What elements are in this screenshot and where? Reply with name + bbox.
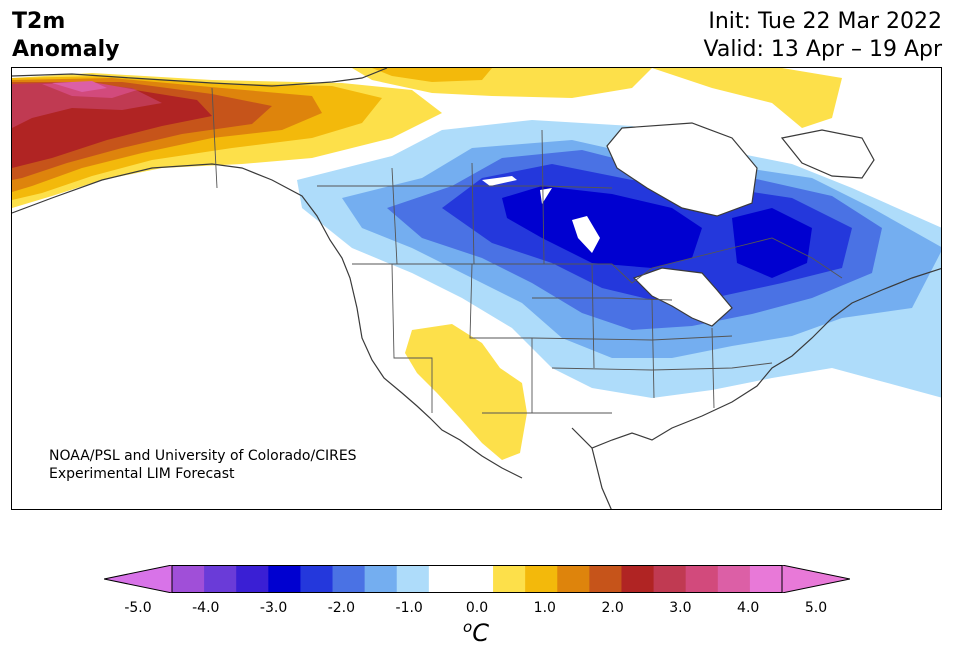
colorbar-segment [589, 565, 622, 593]
init-date: Init: Tue 22 Mar 2022 [708, 9, 942, 34]
colorbar-segment [525, 565, 558, 593]
colorbar-segment [493, 565, 526, 593]
colorbar-segment [653, 565, 687, 593]
warm-region-alaska-8 [52, 81, 107, 92]
warm-region-arctic-3 [652, 68, 842, 128]
colorbar-tick-label: 4.0 [737, 600, 760, 616]
coastlines [12, 68, 941, 509]
white-patch-3 [572, 216, 600, 253]
colorbar-segment [717, 565, 751, 593]
warm-region-southwest [405, 324, 527, 460]
credit-line-1: NOAA/PSL and University of Colorado/CIRE… [49, 448, 357, 464]
colorbar-segment [236, 565, 269, 593]
date-info: Init: Tue 22 Mar 2022 Valid: 13 Apr – 19… [704, 8, 943, 64]
colorbar-tick-label: 3.0 [669, 600, 692, 616]
credit-line-2: Experimental LIM Forecast [49, 466, 235, 482]
colorbar-tick-label: -1.0 [395, 600, 423, 616]
colorbar-segment [332, 565, 366, 593]
colorbar-segment [300, 565, 334, 593]
colorbar [104, 565, 850, 593]
colorbar-segment [172, 565, 205, 593]
cold-region-5 [502, 186, 702, 268]
colorbar-segment [428, 565, 462, 593]
colorbar-segment [396, 565, 430, 593]
colorbar-tick-label: 2.0 [601, 600, 624, 616]
colorbar-extend-max [781, 565, 850, 593]
great-lakes [634, 268, 732, 326]
title-line-2: Anomaly [12, 37, 120, 62]
anomaly-map: NOAA/PSL and University of Colorado/CIRE… [11, 67, 942, 510]
map-title: T2m Anomaly [12, 8, 119, 64]
colorbar-segment [557, 565, 590, 593]
white-patch-1 [482, 176, 517, 186]
unit-letter: C [472, 619, 489, 647]
hudson-bay [607, 123, 757, 216]
colorbar-extend-min [104, 565, 173, 593]
colorbar-outline [171, 565, 783, 593]
political-borders [211, 87, 843, 414]
colorbar-segment [749, 565, 783, 593]
colorbar-segment [204, 565, 237, 593]
title-line-1: T2m [12, 9, 66, 34]
valid-range: Valid: 13 Apr – 19 Apr [703, 37, 943, 62]
colorbar-segment [364, 565, 398, 593]
credit-text: NOAA/PSL and University of Colorado/CIRE… [49, 447, 357, 483]
warm-region-arctic-2 [372, 68, 492, 82]
colorbar-tick-label: -5.0 [124, 600, 152, 616]
map-canvas [12, 68, 941, 509]
colorbar-tick-label: -4.0 [192, 600, 220, 616]
colorbar-segment [621, 565, 655, 593]
colorbar-segment [268, 565, 301, 593]
colorbar-tick-label: 0.0 [465, 600, 489, 616]
colorbar-unit: oC [463, 618, 489, 647]
colorbar-tick-label: 5.0 [804, 600, 828, 616]
cold-region-6 [732, 208, 812, 278]
colorbar-tick-label: 1.0 [533, 600, 556, 616]
unit-superscript: o [463, 618, 473, 636]
colorbar-segment [460, 565, 494, 593]
colorbar-tick-label: -3.0 [259, 600, 288, 616]
colorbar-tick-label: -2.0 [327, 600, 356, 616]
colorbar-segment [685, 565, 719, 593]
